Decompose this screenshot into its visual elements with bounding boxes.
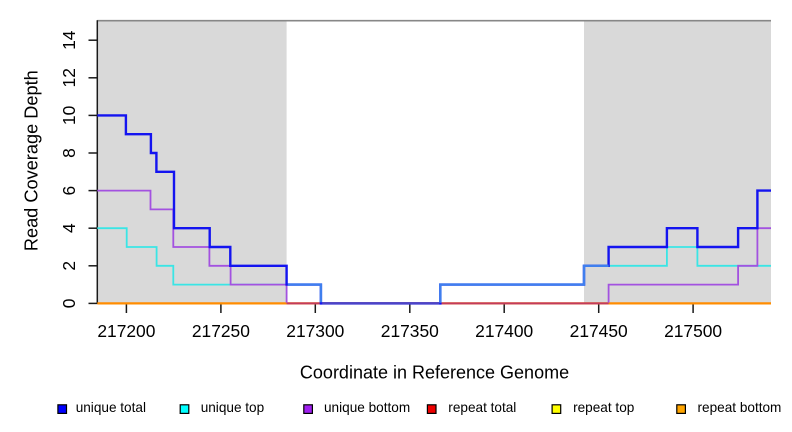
- svg-text:14: 14: [59, 30, 79, 50]
- svg-text:217300: 217300: [286, 321, 344, 341]
- svg-text:repeat total: repeat total: [448, 400, 516, 415]
- svg-text:217400: 217400: [475, 321, 533, 341]
- svg-text:0: 0: [59, 299, 79, 309]
- svg-text:2: 2: [59, 261, 79, 271]
- svg-text:4: 4: [59, 223, 79, 233]
- svg-text:unique bottom: unique bottom: [324, 400, 410, 415]
- svg-text:217500: 217500: [664, 321, 722, 341]
- svg-text:6: 6: [59, 186, 79, 196]
- svg-text:217250: 217250: [192, 321, 250, 341]
- svg-text:unique top: unique top: [201, 400, 265, 415]
- svg-text:217450: 217450: [570, 321, 628, 341]
- svg-text:217350: 217350: [381, 321, 439, 341]
- svg-text:unique total: unique total: [76, 400, 146, 415]
- svg-text:8: 8: [59, 148, 79, 158]
- svg-text:Coordinate in Reference Genome: Coordinate in Reference Genome: [300, 363, 569, 383]
- svg-text:Read Coverage Depth: Read Coverage Depth: [22, 70, 42, 251]
- svg-text:10: 10: [59, 106, 79, 125]
- svg-text:repeat bottom: repeat bottom: [698, 400, 782, 415]
- svg-text:repeat top: repeat top: [573, 400, 634, 415]
- svg-text:217200: 217200: [97, 321, 155, 341]
- svg-text:12: 12: [59, 68, 79, 87]
